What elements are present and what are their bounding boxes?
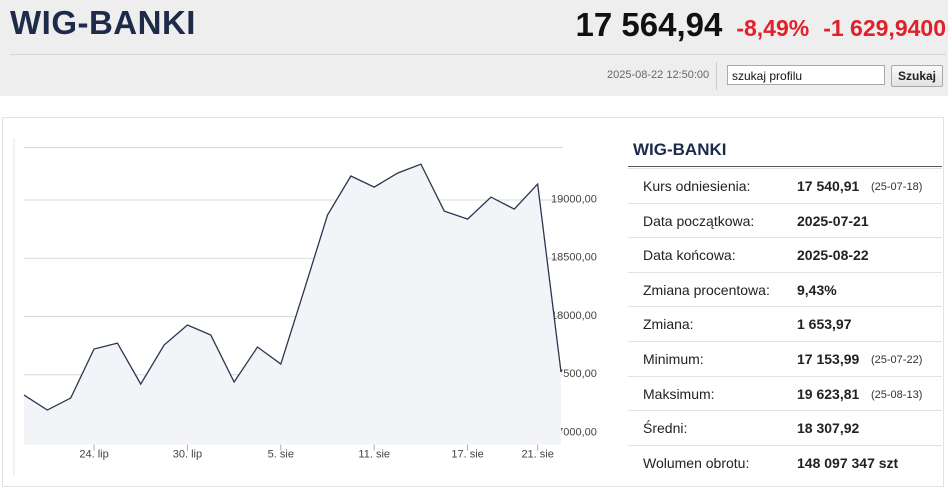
- separator: [10, 54, 946, 55]
- stats-row: Kurs odniesienia: 17 540,91 (25-07-18): [628, 168, 942, 202]
- quote: 17 564,94 -8,49% -1 629,9400: [576, 6, 946, 44]
- area-fill: [24, 164, 561, 445]
- y-tick-label: 19000,00: [551, 193, 597, 205]
- y-tick-label: 17000,00: [551, 426, 597, 438]
- stat-note: (25-08-13): [871, 388, 923, 401]
- stat-label: Data początkowa:: [643, 212, 755, 229]
- stats-underline: [628, 166, 942, 167]
- stat-value: 148 097 347 szt: [797, 454, 899, 471]
- stat-value: 1 653,97: [797, 316, 852, 333]
- stat-label: Zmiana procentowa:: [643, 281, 770, 298]
- y-tick-label: 17500,00: [551, 368, 597, 380]
- stats-row: Maksimum: 19 623,81 (25-08-13): [628, 375, 942, 410]
- change-pct: -8,49%: [736, 15, 810, 41]
- stats-row: Minimum: 17 153,99 (25-07-22): [628, 341, 942, 375]
- line-series: [23, 163, 562, 411]
- stats-row: Średni: 18 307,92: [628, 410, 942, 444]
- stat-label: Średni:: [643, 420, 688, 437]
- stat-value: 9,43%: [797, 281, 837, 298]
- y-tick-label: 18500,00: [551, 252, 597, 264]
- stats-row: Zmiana: 1 653,97: [628, 306, 942, 340]
- stat-label: Minimum:: [643, 351, 704, 367]
- stat-value: 2025-07-21: [797, 212, 869, 229]
- x-tick-label: 21. sie: [521, 449, 553, 461]
- search-input[interactable]: szukaj profilu: [727, 65, 885, 85]
- stat-label: Wolumen obrotu:: [643, 454, 750, 471]
- stats-title: WIG-BANKI: [633, 140, 727, 159]
- stat-note: (25-07-22): [871, 354, 923, 366]
- stat-label: Data końcowa:: [643, 247, 736, 264]
- stats-row: Zmiana procentowa: 9,43%: [628, 271, 942, 306]
- separator: [716, 62, 717, 90]
- timestamp: 2025-08-22 12:50:00: [607, 69, 710, 81]
- chart: 17000,00 17500,00 18000,00 18500,00 19000,00…: [13, 138, 597, 476]
- y-tick-label: 18000,00: [551, 310, 597, 322]
- x-tick-label: 5. sie: [268, 449, 294, 461]
- stat-label: Zmiana:: [643, 316, 694, 333]
- stat-note: (25-07-18): [871, 181, 923, 193]
- stats-row: Data początkowa: 2025-07-21: [628, 202, 942, 237]
- price: 17 564,94: [575, 6, 723, 43]
- stat-value: 17 540,91: [797, 178, 860, 194]
- stats-row: Wolumen obrotu: 148 097 347 szt: [628, 444, 942, 479]
- stats-row: Data końcowa: 2025-08-22: [628, 237, 942, 271]
- change: -1 629,9400: [823, 15, 946, 41]
- search-button[interactable]: Szukaj: [891, 65, 943, 87]
- x-tick-label: 11. sie: [358, 449, 390, 461]
- stat-value: 19 623,81: [797, 385, 860, 402]
- stat-value: 18 307,92: [797, 420, 860, 437]
- stat-value: 17 153,99: [797, 351, 860, 367]
- x-tick-label: 24. lip: [79, 449, 108, 461]
- x-tick-label: 17. sie: [451, 449, 483, 461]
- stat-value: 2025-08-22: [797, 247, 869, 264]
- index-title: WIG-BANKI: [10, 4, 196, 41]
- x-tick-label: 30. lip: [173, 449, 202, 461]
- stat-label: Kurs odniesienia:: [643, 178, 751, 194]
- stat-label: Maksimum:: [643, 385, 715, 402]
